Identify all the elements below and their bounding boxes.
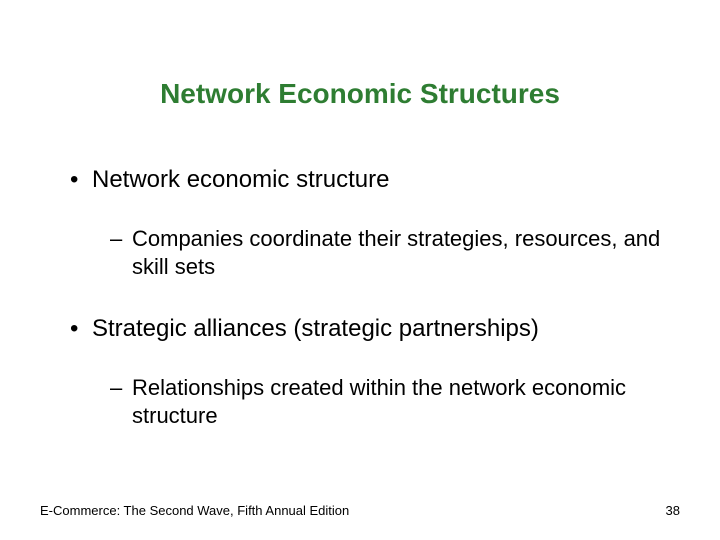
slide-title: Network Economic Structures (0, 78, 720, 110)
bullet-dot-icon: • (70, 314, 92, 344)
bullet-lvl1: • Network economic structure – Companies… (70, 165, 670, 280)
bullet-lvl2-text: Relationships created within the network… (132, 374, 670, 429)
bullet-lvl2: – Companies coordinate their strategies,… (110, 225, 670, 280)
dash-icon: – (110, 225, 132, 253)
bullet-dot-icon: • (70, 165, 92, 195)
bullet-lvl1: • Strategic alliances (strategic partner… (70, 314, 670, 429)
bullet-lvl2-text: Companies coordinate their strategies, r… (132, 225, 670, 280)
bullet-lvl1-text: Network economic structure (92, 165, 670, 195)
bullet-lvl1-text: Strategic alliances (strategic partnersh… (92, 314, 670, 344)
page-number: 38 (666, 503, 680, 518)
footer-source: E-Commerce: The Second Wave, Fifth Annua… (40, 503, 349, 518)
bullet-lvl2: – Relationships created within the netwo… (110, 374, 670, 429)
slide: Network Economic Structures • Network ec… (0, 0, 720, 540)
slide-body: • Network economic structure – Companies… (70, 165, 670, 463)
dash-icon: – (110, 374, 132, 402)
